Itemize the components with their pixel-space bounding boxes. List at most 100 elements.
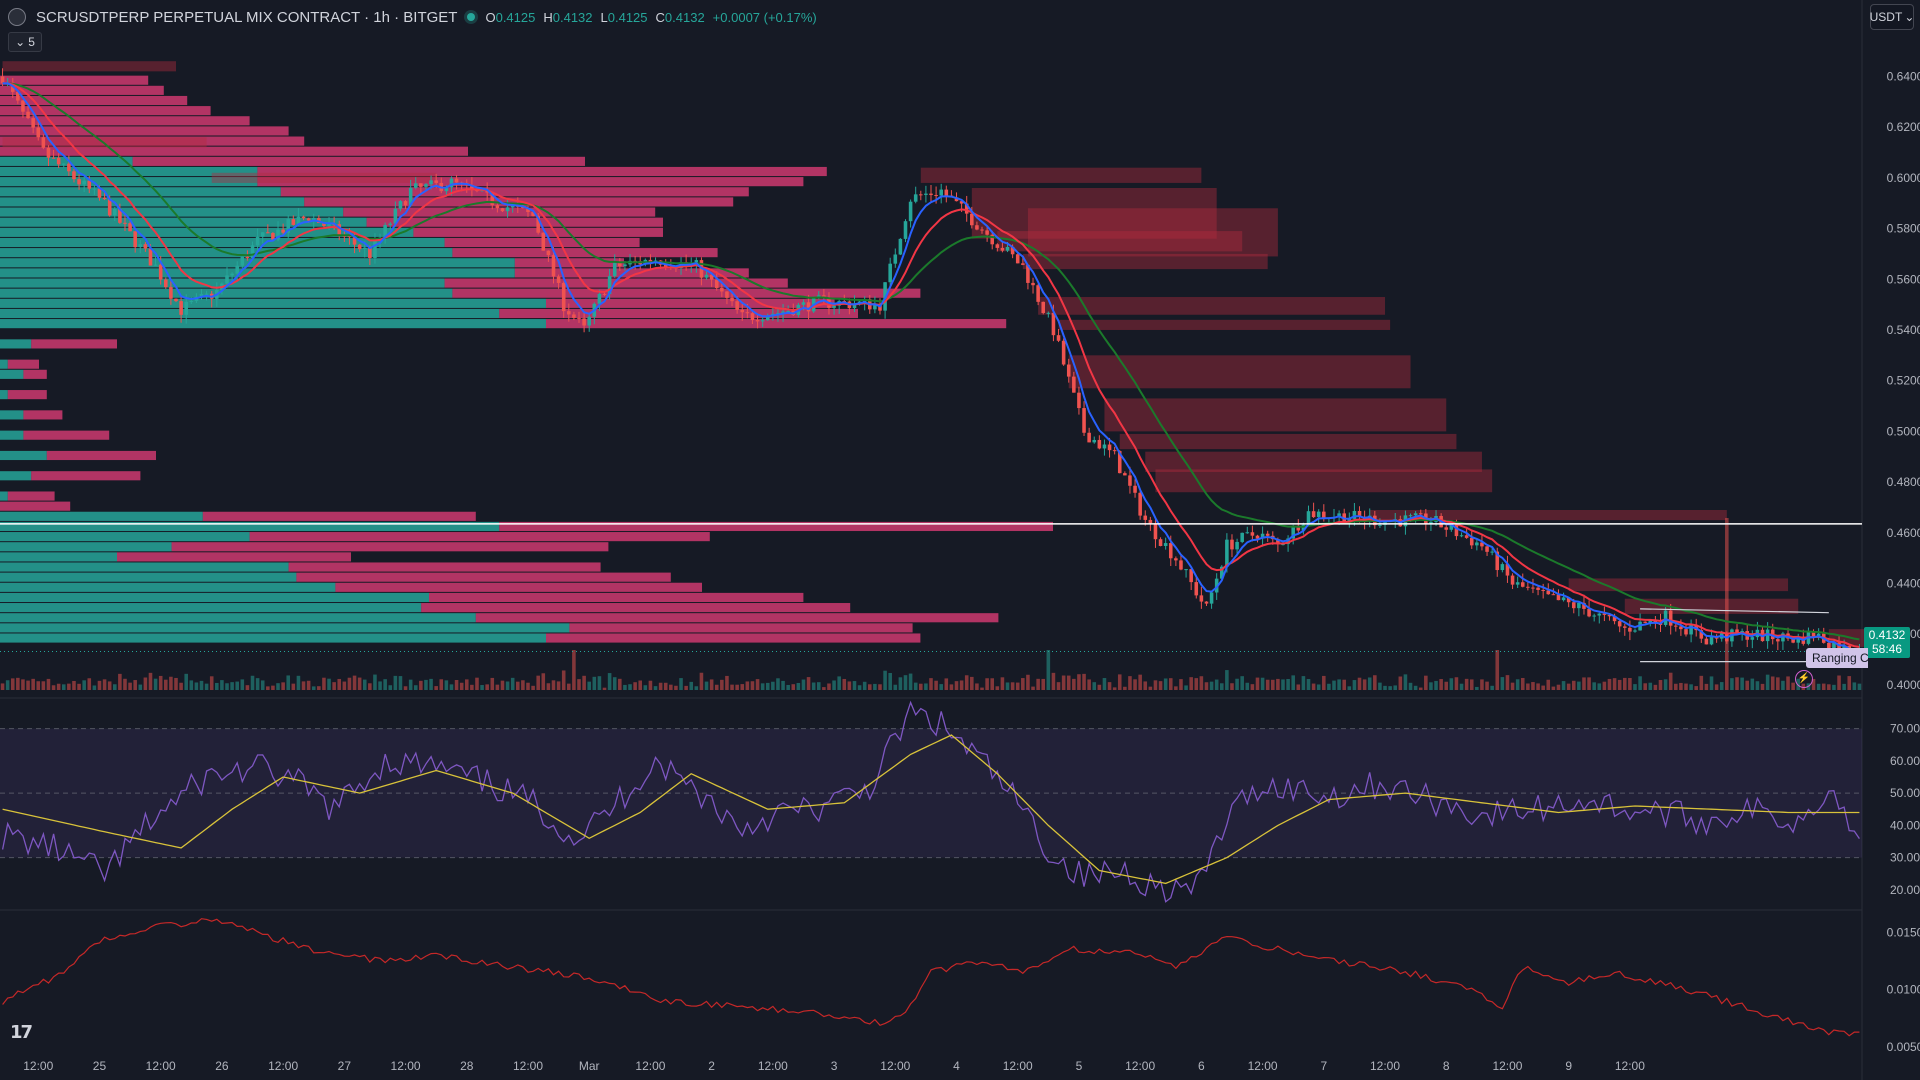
volume-bar — [781, 680, 785, 690]
volume-bar — [306, 680, 311, 690]
candle-body — [1072, 376, 1076, 393]
volume-profile-buy-bar — [0, 633, 546, 643]
volume-profile-sell-bar — [280, 187, 749, 197]
rsi-axis-label: 30.00 — [1890, 851, 1920, 865]
candle-body — [1505, 564, 1510, 576]
time-axis-label: 5 — [1076, 1059, 1083, 1073]
candle-body — [1230, 539, 1234, 550]
candle-body — [531, 212, 535, 216]
volume-bar — [816, 682, 821, 690]
volume-bar — [888, 673, 892, 690]
price-axis-label: 0.4400 — [1887, 577, 1920, 591]
lightning-icon[interactable]: ⚡ — [1795, 670, 1813, 688]
volume-bar — [1199, 676, 1204, 690]
range-top-line — [1640, 608, 1829, 614]
volume-bar — [1021, 678, 1025, 690]
volume-bar — [521, 680, 525, 690]
price-axis-label: 0.4800 — [1887, 475, 1920, 489]
candle-body — [985, 230, 989, 235]
time-axis-label: 12:00 — [513, 1059, 543, 1073]
candle-body — [572, 314, 576, 318]
candle-body — [118, 208, 122, 223]
candle-body — [822, 295, 826, 298]
volume-profile-sell-bar — [0, 501, 71, 511]
currency-selector[interactable]: USDT ⌄ — [1870, 4, 1914, 30]
candle-body — [1174, 558, 1178, 561]
candle-body — [546, 250, 551, 256]
tradingview-logo-icon[interactable]: 17 — [10, 1022, 33, 1043]
symbol-title[interactable]: SCRUSDTPERP PERPETUAL MIX CONTRACT · 1h … — [36, 8, 458, 26]
ohlc-open-key: O — [485, 9, 496, 25]
volume-bar — [903, 675, 908, 690]
volume-bar — [1398, 676, 1403, 690]
volume-bar — [1163, 678, 1168, 690]
supply-zone — [971, 187, 1217, 239]
candle-body — [1663, 610, 1668, 625]
volume-profile-buy-bar — [0, 521, 500, 532]
rsi-line — [1, 700, 1860, 903]
volume-bar — [459, 682, 464, 690]
volume-bar — [577, 679, 581, 690]
volume-bar — [419, 680, 423, 690]
supply-zone — [1038, 297, 1386, 315]
volume-bar — [301, 681, 306, 690]
volume-bar — [857, 685, 862, 690]
candle-body — [720, 287, 724, 292]
volume-profile-sell-bar — [257, 166, 827, 177]
candle-body — [1123, 473, 1127, 476]
volume-bar — [1112, 687, 1117, 690]
candle-body — [924, 193, 928, 195]
volume-bar — [592, 676, 597, 690]
volume-bar — [1408, 682, 1413, 690]
volume-bar — [806, 677, 811, 690]
candle-body — [607, 276, 612, 295]
volume-profile-buy-bar — [0, 613, 476, 623]
volume-bar — [1189, 677, 1193, 690]
volume-bar — [1158, 681, 1163, 690]
candle-body — [1010, 246, 1015, 255]
volume-profile-sell-bar — [249, 532, 710, 542]
ohlc-high-key: H — [543, 9, 553, 25]
candle-body — [1031, 282, 1035, 286]
candle-body — [908, 201, 913, 222]
candle-body — [276, 229, 280, 240]
candle-body — [1357, 510, 1362, 517]
volume-profile-sell-bar — [569, 623, 913, 633]
candle-body — [980, 229, 984, 231]
candle-body — [1750, 637, 1755, 640]
candle-body — [291, 219, 296, 225]
volume-bar — [924, 683, 928, 690]
volume-bar — [1668, 672, 1673, 690]
volume-bar — [873, 683, 877, 690]
candle-body — [1036, 285, 1040, 302]
volume-bar — [944, 678, 949, 690]
volume-bar — [1617, 679, 1622, 690]
candle-body — [1097, 439, 1102, 449]
volume-bar — [1623, 677, 1627, 690]
volume-bar — [322, 677, 326, 690]
volume-profile-sell-bar — [23, 430, 110, 440]
volume-bar — [653, 686, 658, 690]
volume-bar — [878, 684, 882, 690]
volume-bar — [1781, 680, 1785, 690]
candle-body — [1005, 246, 1010, 251]
volume-bar — [1123, 686, 1127, 690]
candle-body — [1235, 541, 1239, 550]
candle-body — [786, 311, 790, 313]
volume-bar — [240, 679, 245, 690]
volume-bar — [1077, 674, 1081, 690]
volume-bar — [1842, 683, 1846, 690]
volume-bar — [1546, 679, 1551, 690]
candle-body — [199, 294, 204, 297]
volume-bar — [1745, 680, 1750, 690]
candle-body — [1526, 586, 1530, 588]
candle-body — [1418, 513, 1423, 515]
time-axis-label: 12:00 — [1248, 1059, 1278, 1073]
volume-bar — [286, 675, 291, 690]
candle-body — [72, 171, 76, 180]
time-axis-label: 12:00 — [880, 1059, 910, 1073]
indicators-toggle-button[interactable]: ⌄ 5 — [8, 32, 42, 52]
volume-bar — [505, 681, 510, 690]
volume-profile-buy-bar — [0, 592, 429, 603]
